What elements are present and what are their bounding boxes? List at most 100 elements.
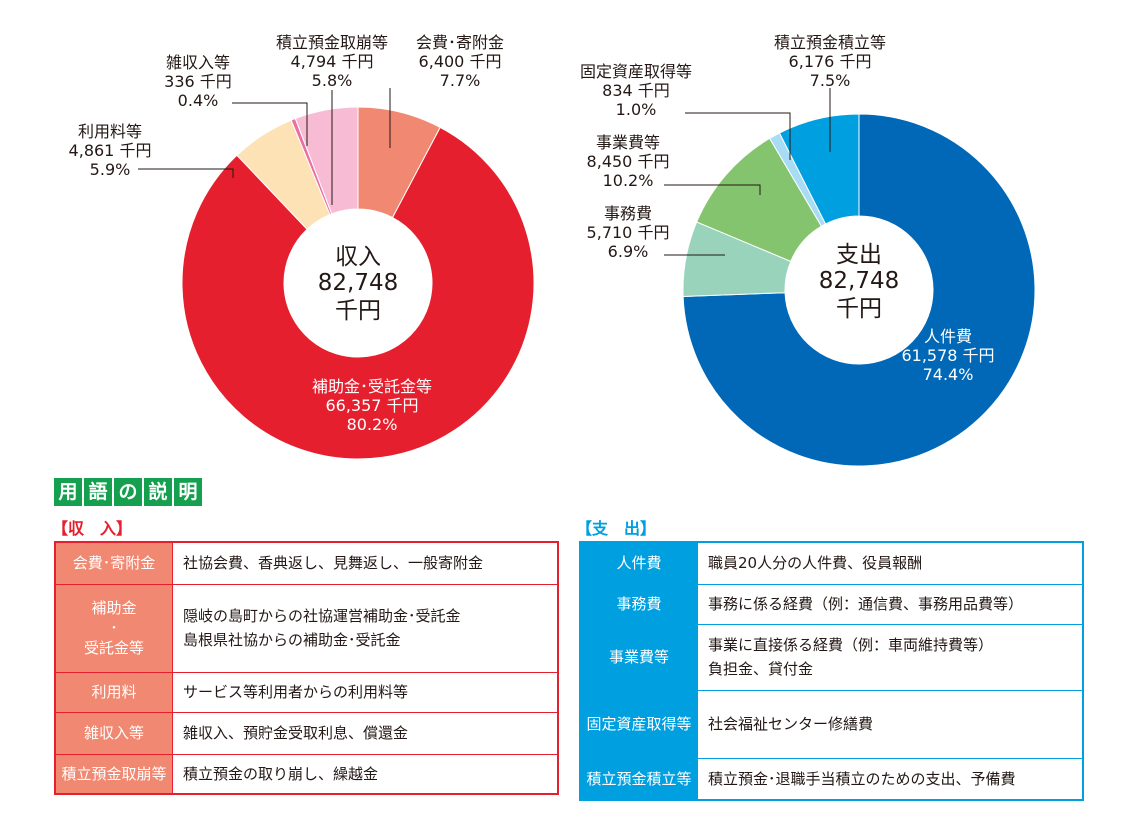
glossary-heading-char: 説 [144, 478, 172, 506]
glossary-description: 職員20人分の人件費、役員報酬 [697, 541, 1084, 585]
slice-label-percent: 7.5% [810, 71, 851, 90]
table-row: 積立預金積立等 積立預金･退職手当積立のための支出、予備費 [579, 757, 1084, 801]
glossary-term: 雑収入等 [54, 711, 173, 755]
center-label: 82,748 [819, 268, 899, 294]
glossary-description: 事業に直接係る経費（例：車両維持費等） 負担金、貸付金 [697, 623, 1084, 691]
slice-label-percent: 80.2% [347, 415, 398, 434]
glossary-description: サービス等利用者からの利用料等 [172, 671, 559, 713]
glossary-term-line: 事務費 [616, 595, 662, 613]
center-label: 82,748 [318, 270, 398, 296]
glossary-description-line: 積立預金･退職手当積立のための支出、予備費 [708, 769, 1016, 788]
glossary-term-line: 受託金等 [83, 639, 144, 657]
center-label: 収入 [335, 244, 381, 270]
glossary-term-line: 固定資産取得等 [586, 715, 692, 733]
slice-label-percent: 7.7% [440, 71, 481, 90]
slice-label-value: 8,450 千円 [587, 152, 670, 171]
glossary-term: 積立預金取崩等 [54, 753, 173, 795]
pie-slice [294, 106, 359, 215]
expense-section-title: 【支 出】 [576, 519, 657, 538]
slice-label-name: 固定資産取得等 [580, 62, 692, 81]
glossary-heading: 用語の説明 [54, 478, 202, 506]
slice-label-name: 雑収入等 [166, 53, 230, 72]
glossary-term-line: 利用料 [91, 683, 137, 701]
glossary-term: 利用料 [54, 671, 173, 713]
slice-label-percent: 1.0% [616, 100, 657, 119]
glossary-heading-char: 用 [54, 478, 82, 506]
glossary-term-line: 事業費等 [608, 648, 669, 666]
glossary-description: 社協会費、香典返し、見舞返し、一般寄附金 [172, 541, 559, 585]
table-row: 人件費 職員20人分の人件費、役員報酬 [579, 541, 1084, 585]
glossary-term: 固定資産取得等 [579, 689, 698, 759]
glossary-term: 人件費 [579, 541, 698, 585]
slice-label-value: 61,578 千円 [901, 346, 994, 365]
glossary-term-line: 会費･寄附金 [72, 554, 156, 573]
glossary-term-line: 積立預金積立等 [586, 769, 692, 788]
slice-label-value: 6,176 千円 [789, 52, 872, 71]
slice-label-value: 4,861 千円 [69, 141, 152, 160]
pie-slice [181, 126, 535, 460]
slice-label-name: 積立預金取崩等 [276, 33, 388, 52]
slice-label-value: 6,400 千円 [419, 52, 502, 71]
slice-label-value: 66,357 千円 [325, 396, 418, 415]
glossary-description-line: 隠岐の島町からの社協運営補助金･受託金 [183, 607, 461, 625]
glossary-description: 積立預金の取り崩し、繰越金 [172, 753, 559, 795]
pie-slice [682, 113, 1036, 467]
glossary-description-line: サービス等利用者からの利用料等 [183, 683, 409, 701]
slice-label-value: 336 千円 [164, 72, 232, 91]
glossary-heading-char: 語 [84, 478, 112, 506]
glossary-description-line: 社協会費、香典返し、見舞返し、一般寄附金 [183, 554, 484, 573]
income-glossary-table: 会費･寄附金 社協会費、香典返し、見舞返し、一般寄附金補助金 ･ 受託金等 隠岐の島町か… [54, 541, 559, 795]
slice-label-name: 補助金･受託金等 [312, 377, 432, 396]
glossary-description: 事務に係る経費（例：通信費、事務用品費等） [697, 583, 1084, 625]
table-row: 固定資産取得等 社会福祉センター修繕費 [579, 689, 1084, 759]
slice-label-percent: 0.4% [178, 91, 219, 110]
glossary-description-line: 雑収入、預貯金受取利息、償還金 [183, 724, 409, 742]
table-row: 利用料 サービス等利用者からの利用料等 [54, 671, 559, 713]
glossary-description-line: 島根県社協からの補助金･受託金 [183, 631, 401, 649]
glossary-description-line: 負担金、貸付金 [708, 660, 814, 678]
glossary-term-line: 積立預金取崩等 [61, 764, 167, 783]
glossary-term-line: 雑収入等 [83, 724, 144, 742]
slice-label-percent: 10.2% [603, 171, 654, 190]
glossary-description: 隠岐の島町からの社協運営補助金･受託金 島根県社協からの補助金･受託金 [172, 583, 559, 673]
leader-line [685, 112, 791, 160]
glossary-term: 積立預金積立等 [579, 757, 698, 801]
glossary-description-line: 事務に係る経費（例：通信費、事務用品費等） [708, 595, 1024, 613]
leader-line [232, 102, 308, 146]
glossary-description: 雑収入、預貯金受取利息、償還金 [172, 711, 559, 755]
center-label: 千円 [836, 296, 882, 322]
glossary-term-line: 人件費 [616, 554, 662, 573]
center-label: 千円 [335, 298, 381, 324]
table-row: 雑収入等 雑収入、預貯金受取利息、償還金 [54, 711, 559, 755]
slice-label-name: 積立預金積立等 [774, 33, 886, 52]
table-row: 事務費 事務に係る経費（例：通信費、事務用品費等） [579, 583, 1084, 625]
slice-label-value: 834 千円 [602, 81, 670, 100]
table-row: 積立預金取崩等 積立預金の取り崩し、繰越金 [54, 753, 559, 795]
leader-line [138, 168, 234, 178]
glossary-term-line: ･ [110, 619, 118, 637]
slice-label-name: 事務費 [604, 204, 652, 223]
glossary-heading-char: 明 [174, 478, 202, 506]
table-row: 補助金 ･ 受託金等 隠岐の島町からの社協運営補助金･受託金 島根県社協からの補助金･受… [54, 583, 559, 673]
table-row: 事業費等 事業に直接係る経費（例：車両維持費等） 負担金、貸付金 [579, 623, 1084, 691]
glossary-heading-char: の [114, 478, 142, 506]
slice-label-percent: 5.8% [312, 71, 353, 90]
glossary-term-line: 補助金 [91, 599, 137, 617]
glossary-term: 事務費 [579, 583, 698, 625]
slice-label-name: 利用料等 [78, 122, 142, 141]
glossary-description: 積立預金･退職手当積立のための支出、予備費 [697, 757, 1084, 801]
slice-label-percent: 6.9% [608, 242, 649, 261]
income-section-title: 【収 入】 [52, 519, 133, 538]
glossary-description-line: 積立預金の取り崩し、繰越金 [183, 764, 379, 783]
expense-glossary-table: 人件費 職員20人分の人件費、役員報酬事務費 事務に係る経費（例：通信費、事務用品費… [579, 541, 1084, 801]
glossary-term: 事業費等 [579, 623, 698, 691]
table-row: 会費･寄附金 社協会費、香典返し、見舞返し、一般寄附金 [54, 541, 559, 585]
leader-line [664, 184, 761, 195]
glossary-description: 社会福祉センター修繕費 [697, 689, 1084, 759]
glossary-description-line: 事業に直接係る経費（例：車両維持費等） [708, 636, 994, 654]
slice-label-name: 人件費 [924, 327, 972, 346]
glossary-term: 会費･寄附金 [54, 541, 173, 585]
